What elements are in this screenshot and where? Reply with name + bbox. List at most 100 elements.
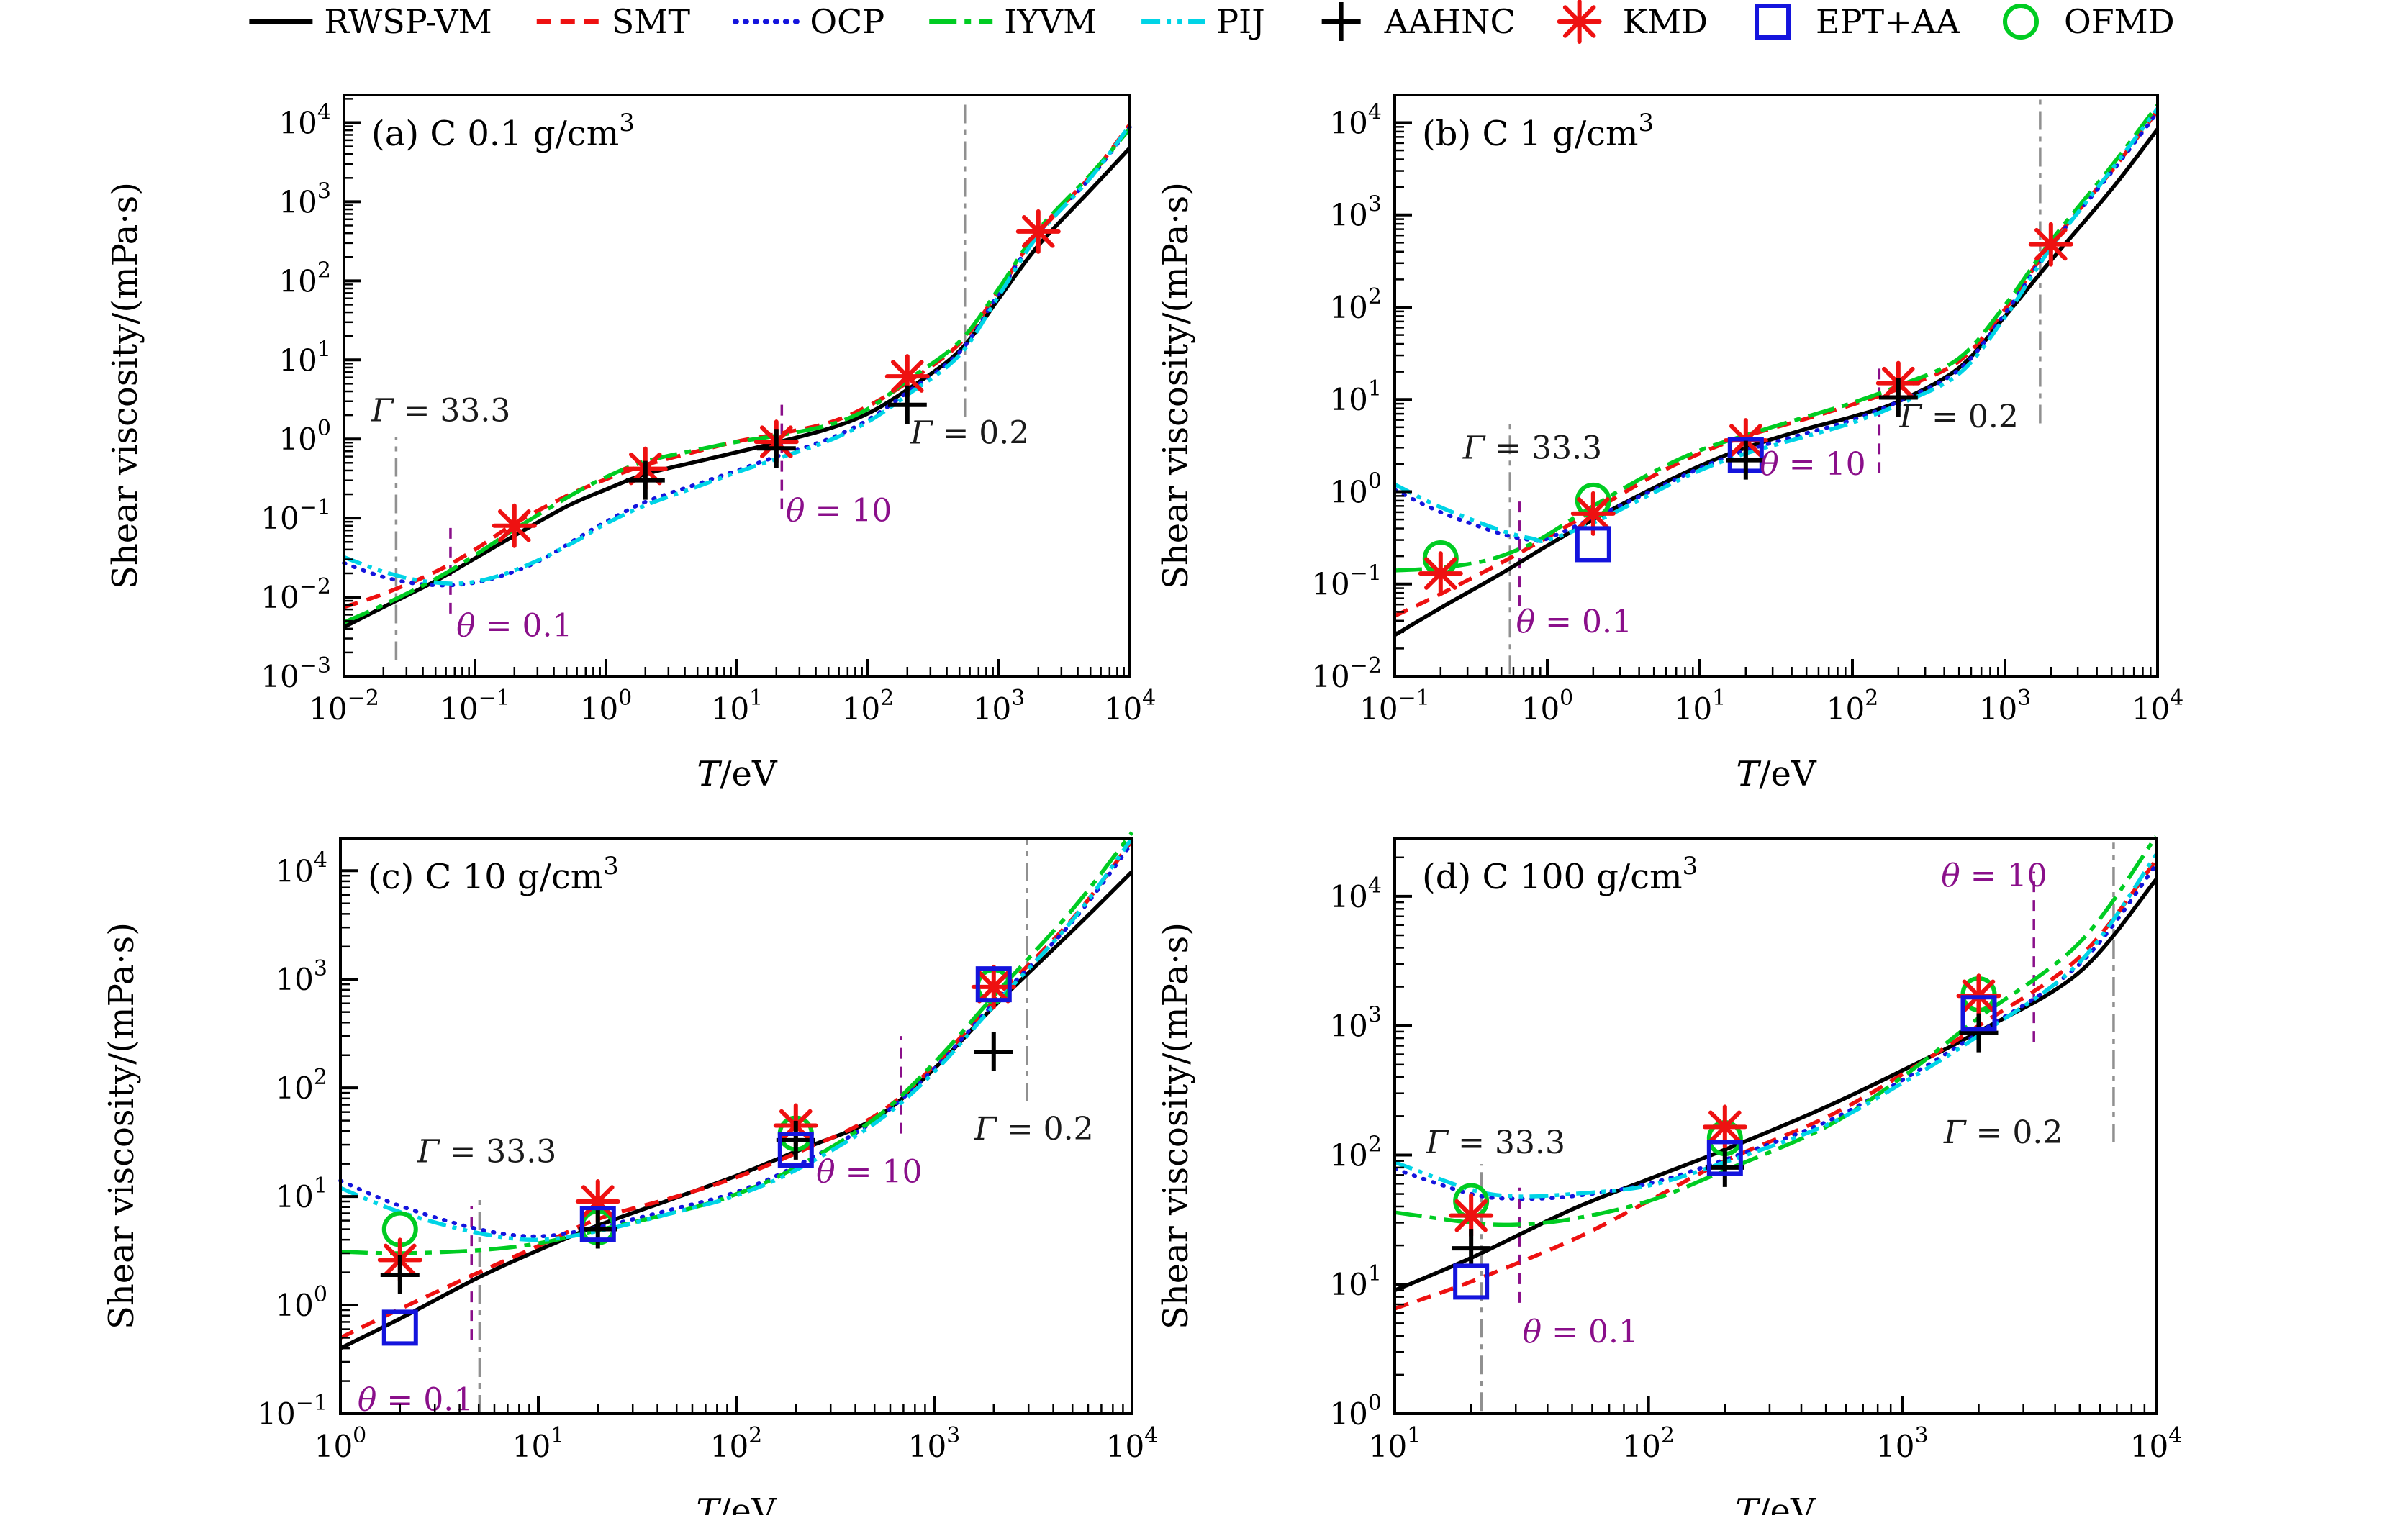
- asterisk-marker: [1702, 1104, 1747, 1150]
- series-line-OCP: [342, 124, 1132, 588]
- asterisk-marker: [971, 964, 1016, 1009]
- gamma-annotation-label: Γ = 33.3: [417, 1133, 556, 1170]
- x-axis-label: T/eV: [1736, 754, 1817, 794]
- legend-item-OFMD: OFMD: [2002, 2, 2175, 41]
- x-tick-label: 103: [1876, 1423, 1929, 1464]
- y-tick-label: 10−1: [257, 1391, 327, 1432]
- y-tick-label: 103: [1329, 192, 1382, 233]
- panel-d: Γ = 33.3 θ = 0.1 θ = 10 Γ = 0.2 101 102 103 104…: [1156, 835, 2182, 1518]
- panel-a: Γ = 33.3 θ = 0.1 θ = 10 Γ = 0.2 10−2 10−1 100 1…: [105, 94, 1156, 794]
- legend-item-KMD: KMD: [1557, 0, 1708, 44]
- x-tick-label: 102: [842, 686, 895, 727]
- y-axis-label: Shear viscosity/(mPa·s): [1156, 182, 1196, 589]
- marker-set-AAHNC: [1726, 378, 1918, 480]
- plus-marker: [974, 1032, 1013, 1071]
- x-tick-label: 10−1: [440, 686, 510, 727]
- asterisk-marker: [884, 354, 930, 399]
- plus-marker: [1452, 1229, 1491, 1268]
- x-tick-label: 101: [1674, 686, 1726, 727]
- panel-title: (c) C 10 g/cm3: [368, 852, 619, 897]
- theta-annotation-label: θ = 0.1: [1523, 1314, 1639, 1350]
- theta-annotation-label: θ = 0.1: [1516, 604, 1632, 640]
- panel-title: (d) C 100 g/cm3: [1422, 852, 1698, 897]
- series-line-IYVM: [343, 127, 1132, 624]
- asterisk-marker: [1570, 491, 1616, 536]
- asterisk-marker: [2028, 222, 2073, 267]
- y-tick-label: 101: [275, 1173, 327, 1214]
- square-marker: [381, 1309, 418, 1346]
- marker-set-EPT+AA: [1453, 995, 1997, 1300]
- x-tick-label: 100: [580, 686, 633, 727]
- gamma-annotation-label: Γ = 0.2: [1899, 399, 2019, 435]
- square-marker: [1575, 526, 1611, 563]
- legend-item-AAHNC: AAHNC: [1321, 2, 1516, 41]
- y-tick-label: 101: [1329, 1261, 1382, 1302]
- legend-label: KMD: [1623, 2, 1708, 41]
- legend-label: RWSP-VM: [324, 2, 492, 41]
- y-tick-label: 10−1: [1311, 561, 1382, 602]
- x-tick-label: 101: [711, 686, 764, 727]
- plot-frame: [343, 94, 1131, 678]
- gamma-annotation-label: Γ = 33.3: [1426, 1124, 1565, 1161]
- plus-marker: [1705, 1147, 1744, 1187]
- plot-frame: [1393, 837, 2158, 1415]
- y-tick-label: 100: [1329, 468, 1382, 509]
- plot-frame: [1393, 94, 2159, 678]
- y-tick-label: 102: [279, 258, 331, 299]
- legend-label: EPT+AA: [1816, 2, 1960, 41]
- axis-ticks: [343, 98, 1131, 678]
- y-axis-label: Shear viscosity/(mPa·s): [1156, 922, 1196, 1330]
- plus-marker: [380, 1255, 420, 1294]
- y-tick-label: 104: [1329, 873, 1382, 914]
- series-line-SMT: [1394, 859, 2158, 1311]
- marker-set-AAHNC: [625, 385, 927, 500]
- plus-marker: [756, 429, 796, 468]
- x-tick-label: 103: [973, 686, 1026, 727]
- panel-b: Γ = 33.3 θ = 0.1 θ = 10 Γ = 0.2 10−1 100 101 10…: [1156, 94, 2184, 794]
- x-tick-label: 102: [1827, 686, 1879, 727]
- square-marker: [1755, 4, 1791, 40]
- gamma-annotation-label: Γ = 33.3: [1462, 430, 1602, 466]
- y-tick-label: 100: [275, 1282, 327, 1323]
- panel-c: θ = 0.1 Γ = 33.3 θ = 10 Γ = 0.2 100 101 102 103…: [101, 831, 1158, 1518]
- x-tick-label: 104: [2132, 686, 2184, 727]
- marker-set-OFMD: [381, 968, 1012, 1247]
- asterisk-marker: [492, 503, 537, 548]
- series-line-PIJ: [339, 837, 1134, 1242]
- y-axis-label: Shear viscosity/(mPa·s): [101, 922, 142, 1330]
- y-axis-label: Shear viscosity/(mPa·s): [105, 182, 145, 589]
- legend-label: PIJ: [1216, 2, 1265, 41]
- plus-marker: [1726, 440, 1765, 480]
- x-tick-label: 101: [1369, 1423, 1421, 1464]
- square-marker: [975, 966, 1012, 1003]
- series-line-RWSP-VM: [343, 146, 1132, 629]
- axis-ticks: [1393, 856, 2158, 1415]
- y-tick-label: 104: [1329, 99, 1382, 140]
- plus-marker: [625, 460, 665, 500]
- y-tick-label: 10−3: [261, 653, 331, 694]
- series-line-SMT: [343, 123, 1132, 609]
- x-tick-label: 102: [1622, 1423, 1675, 1464]
- series-line-RWSP-VM: [1393, 127, 2160, 637]
- x-tick-label: 10−2: [309, 686, 379, 727]
- x-tick-label: 103: [908, 1423, 961, 1464]
- gamma-annotation-label: Γ = 0.2: [974, 1111, 1093, 1147]
- asterisk-marker: [1557, 0, 1602, 44]
- theta-annotation-label: θ = 0.1: [358, 1381, 474, 1418]
- y-tick-label: 103: [1329, 1003, 1382, 1044]
- legend-item-OCP: OCP: [732, 2, 884, 41]
- y-tick-label: 104: [275, 847, 327, 888]
- series-line-OCP: [1393, 110, 2160, 543]
- legend: RWSP-VM SMT OCP IYVM PIJ AAHNC KMD EPT+AA OFMD: [249, 0, 2175, 44]
- legend-item-EPT+AA: EPT+AA: [1755, 2, 1960, 41]
- square-marker: [777, 1132, 814, 1168]
- asterisk-marker: [1449, 1193, 1494, 1238]
- x-axis-label: T/eV: [1735, 1491, 1816, 1515]
- legend-item-PIJ: PIJ: [1141, 2, 1265, 41]
- legend-label: IYVM: [1004, 2, 1097, 41]
- y-tick-label: 102: [1329, 1132, 1382, 1173]
- square-marker: [579, 1206, 616, 1242]
- gamma-annotation-label: Γ = 33.3: [371, 392, 510, 429]
